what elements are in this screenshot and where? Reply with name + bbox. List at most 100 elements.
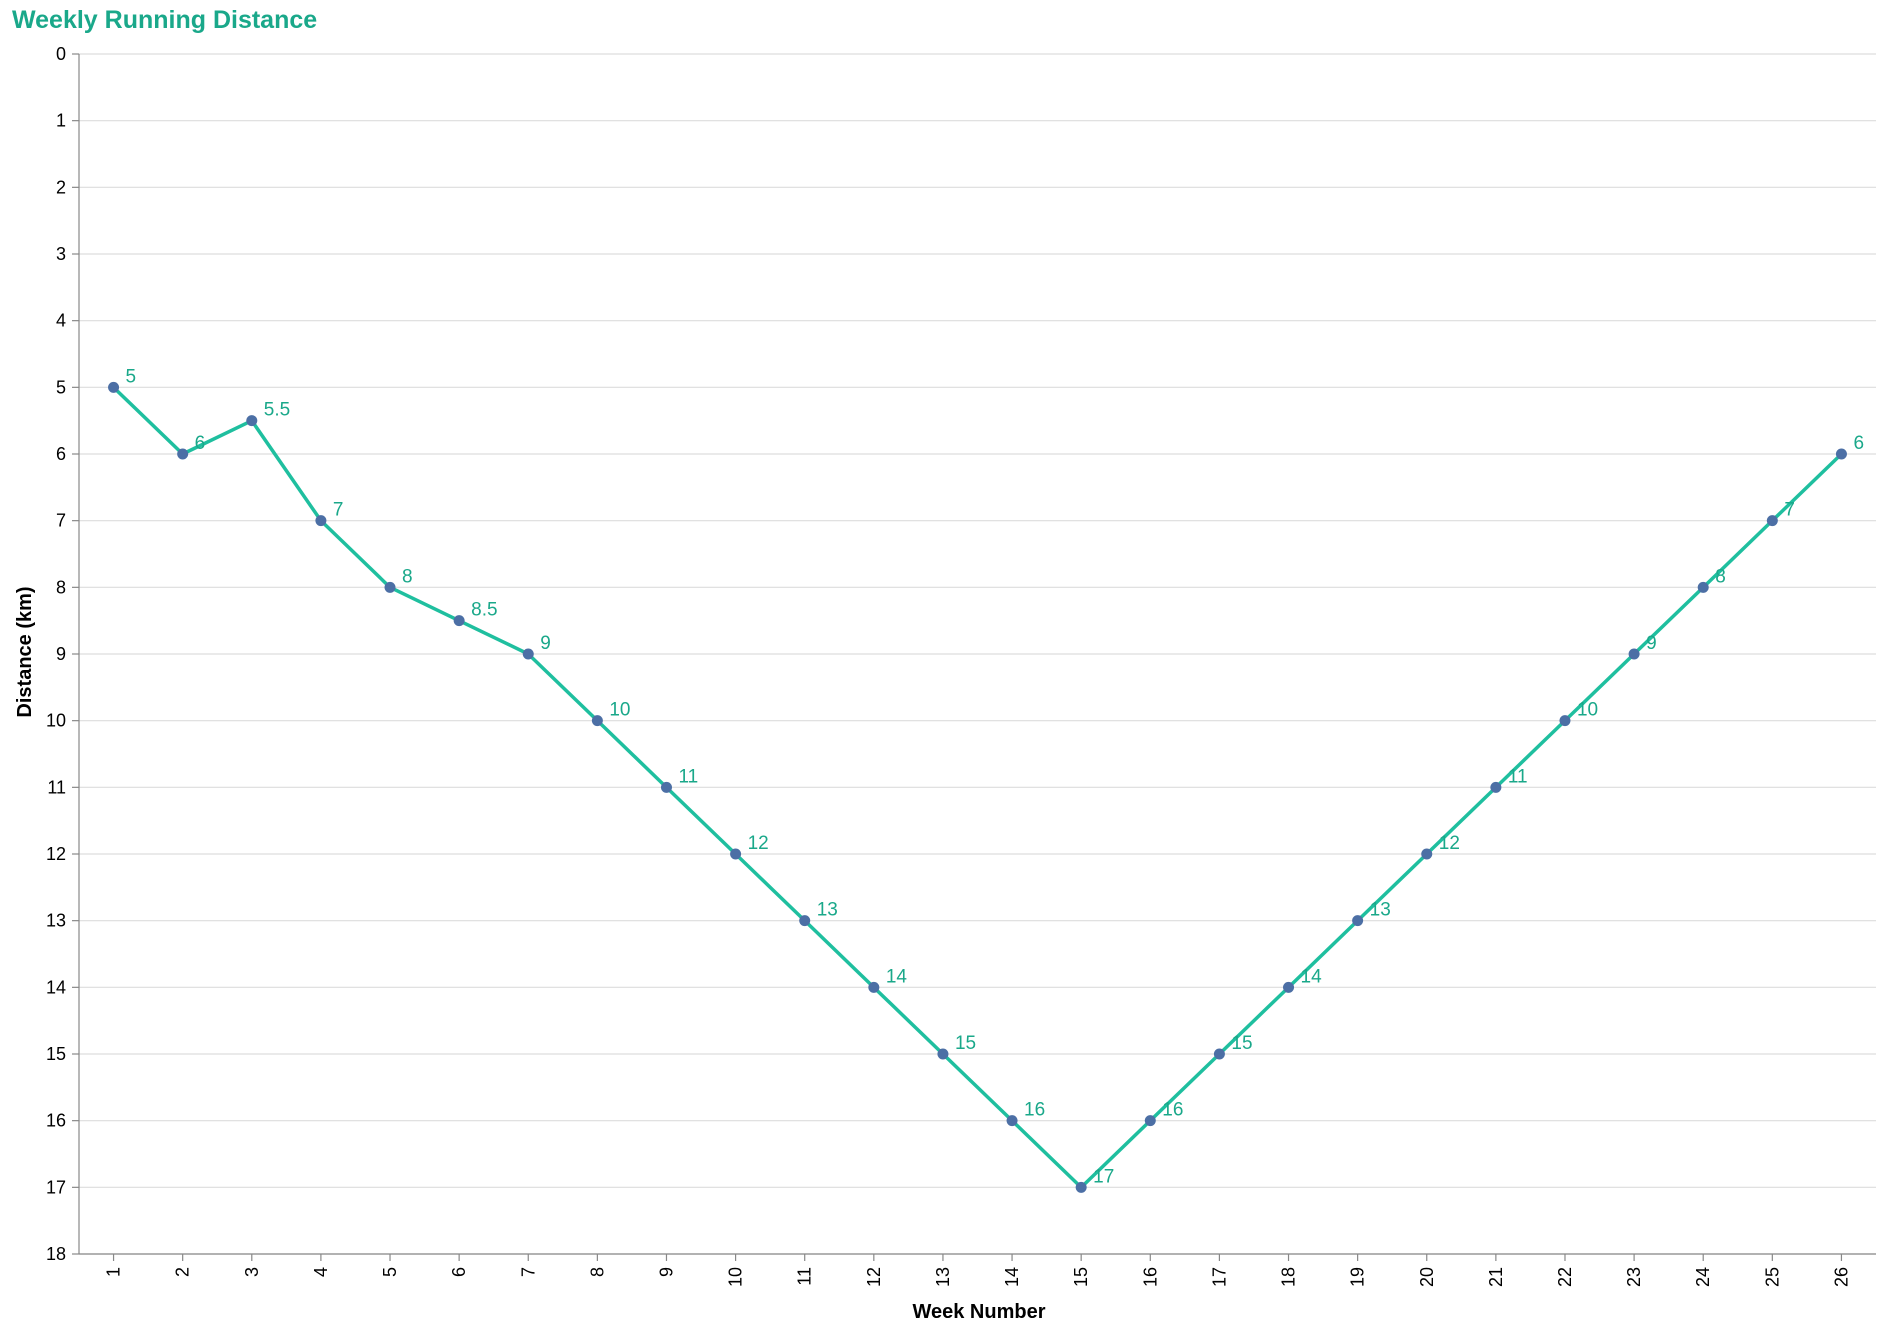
x-tick-label: 4	[311, 1267, 331, 1277]
y-tick-label: 4	[56, 311, 66, 331]
data-point	[937, 1048, 949, 1060]
x-tick-label: 1	[104, 1267, 124, 1277]
data-label: 13	[817, 900, 838, 921]
x-tick-label: 9	[656, 1267, 676, 1277]
data-point	[1213, 1048, 1225, 1060]
x-tick-label: 23	[1624, 1267, 1644, 1287]
y-tick-label: 1	[56, 111, 66, 131]
x-tick-label: 25	[1762, 1267, 1782, 1287]
chart-title: Weekly Running Distance	[12, 6, 318, 34]
data-point	[1835, 448, 1847, 460]
data-label: 7	[333, 500, 344, 521]
y-axis-title: Distance (km)	[14, 586, 36, 717]
data-point	[453, 615, 465, 627]
x-tick-label: 6	[449, 1267, 469, 1277]
data-point	[730, 848, 742, 860]
y-tick-label: 3	[56, 244, 66, 264]
y-tick-label: 0	[56, 44, 66, 64]
data-label: 8	[1715, 566, 1726, 587]
data-point	[1283, 981, 1295, 993]
data-label: 11	[1508, 766, 1528, 787]
y-tick-label: 5	[56, 377, 66, 397]
data-point	[522, 648, 534, 660]
data-label: 5.5	[264, 400, 290, 421]
x-tick-label: 11	[795, 1267, 815, 1286]
series-line-group	[111, 385, 1844, 1190]
x-tick-label: 13	[933, 1267, 953, 1287]
data-label: 11	[678, 766, 698, 787]
data-label: 9	[1646, 633, 1657, 654]
y-tick-label: 13	[46, 911, 66, 931]
data-point	[108, 381, 120, 393]
data-label: 13	[1370, 900, 1391, 921]
data-label: 7	[1784, 500, 1795, 521]
data-point	[1766, 515, 1778, 527]
data-label: 15	[1231, 1033, 1252, 1054]
data-label: 16	[1162, 1100, 1183, 1121]
data-point	[1559, 715, 1571, 727]
x-tick-label: 5	[380, 1267, 400, 1277]
data-label: 8	[402, 566, 413, 587]
x-tick-label: 26	[1831, 1267, 1851, 1287]
y-tick-label: 10	[46, 711, 66, 731]
data-point	[1697, 581, 1709, 593]
y-tick-label: 17	[46, 1177, 66, 1197]
data-label: 10	[609, 700, 630, 721]
data-label: 14	[1301, 966, 1323, 987]
y-tick-label: 8	[56, 577, 66, 597]
data-point	[1006, 1115, 1018, 1127]
data-point	[660, 781, 672, 793]
data-point	[799, 915, 811, 927]
x-axis-title: Week Number	[912, 1301, 1045, 1323]
y-tick-label: 11	[47, 777, 66, 797]
data-labels: 5 6 5.5 7 8 8.5 9 10 11 12 13 14 15 16 17 16 15 14 13 12 11 1…	[126, 366, 1864, 1187]
series-line	[111, 385, 1844, 1190]
data-point	[1628, 648, 1640, 660]
x-tick-label: 7	[518, 1267, 538, 1277]
data-point	[177, 448, 189, 460]
x-tick-label: 14	[1002, 1267, 1022, 1287]
x-tick-label: 16	[1140, 1267, 1160, 1287]
data-label: 6	[1853, 433, 1864, 454]
data-label: 16	[1024, 1100, 1045, 1121]
data-label: 5	[126, 366, 137, 387]
data-point	[384, 581, 396, 593]
data-point	[591, 715, 603, 727]
y-tick-label: 14	[46, 977, 66, 997]
y-tick-label: 2	[56, 177, 66, 197]
data-point	[1075, 1181, 1087, 1193]
y-tick-label: 12	[46, 844, 66, 864]
y-tick-label: 9	[56, 644, 66, 664]
data-point	[246, 415, 258, 427]
x-tick-label: 2	[173, 1267, 193, 1277]
y-tick-label: 15	[46, 1044, 66, 1064]
data-label: 12	[1439, 833, 1460, 854]
x-tick-label: 18	[1279, 1267, 1299, 1287]
x-tick-label: 17	[1209, 1267, 1229, 1287]
x-tick-label: 22	[1555, 1267, 1575, 1287]
grid-lines	[79, 53, 1876, 1255]
data-label: 15	[955, 1033, 976, 1054]
x-tick-label: 24	[1693, 1267, 1713, 1287]
y-tick-label: 7	[56, 511, 66, 531]
x-tick-label: 8	[587, 1267, 607, 1277]
x-tick-label: 3	[242, 1267, 262, 1277]
data-label: 14	[886, 966, 908, 987]
y-tick-label: 6	[56, 444, 66, 464]
x-tick-label: 20	[1417, 1267, 1437, 1287]
data-label: 12	[748, 833, 769, 854]
x-tick-label: 15	[1071, 1267, 1091, 1287]
y-tick-label: 16	[46, 1111, 66, 1131]
x-tick-label: 10	[726, 1267, 746, 1287]
data-point	[1421, 848, 1433, 860]
series-points	[108, 381, 1847, 1193]
data-point	[1144, 1115, 1156, 1127]
data-point	[868, 981, 880, 993]
data-label: 9	[540, 633, 551, 654]
data-point	[1490, 781, 1502, 793]
x-tick-label: 21	[1486, 1267, 1506, 1287]
data-label: 8.5	[471, 600, 497, 621]
data-label: 17	[1093, 1166, 1114, 1187]
